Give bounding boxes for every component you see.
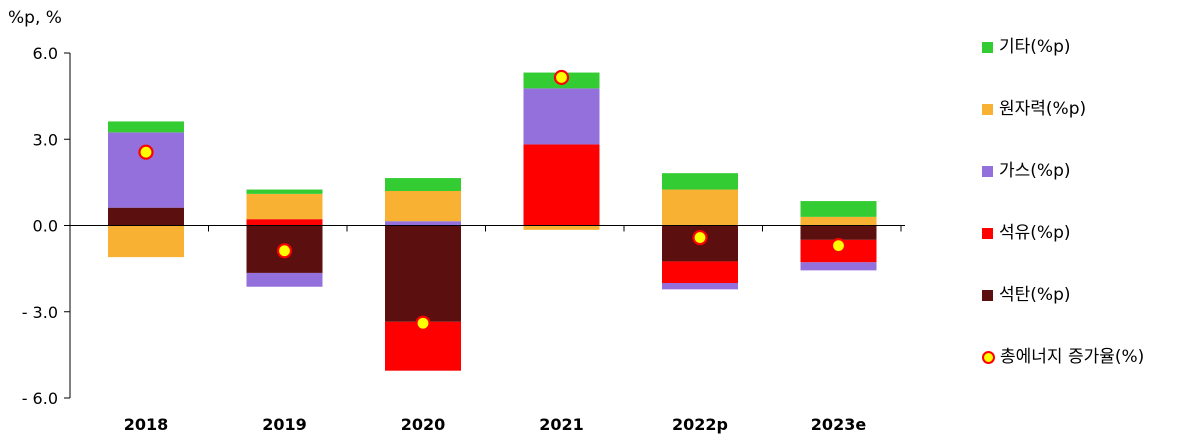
legend-item: 석유(%p) (982, 222, 1144, 284)
growth-rate-marker (692, 229, 708, 246)
bar-segment (662, 189, 738, 226)
bar-segment (108, 132, 184, 208)
bar-segment (662, 283, 738, 290)
legend-label: 석탄(%p) (999, 285, 1071, 305)
bar-segment (108, 225, 184, 258)
legend: 기타(%p) 원자력(%p) 가스(%p) 석유(%p) 석탄(%p) 총에너지 증가율(… (982, 36, 1144, 408)
x-tick-label: 2023e (811, 415, 867, 434)
bar-segment (662, 173, 738, 190)
bar-segment (108, 207, 184, 226)
y-tick-label: - 6.0 (22, 389, 58, 408)
growth-rate-marker (553, 69, 570, 86)
y-tick-label: - 3.0 (22, 303, 58, 322)
bar-segment (385, 178, 461, 191)
markers-layer (138, 69, 847, 331)
legend-label: 원자력(%p) (999, 99, 1087, 119)
x-tick-label: 2021 (539, 415, 584, 434)
bar-segment (246, 189, 323, 194)
y-tick-label: 0.0 (33, 217, 58, 236)
axis-layer: 6.0 3.0 0.0 - 3.0 - 6.0 2018 2019 2020 2021 2022p… (22, 44, 905, 434)
legend-item: 원자력(%p) (982, 98, 1144, 160)
bar-segment (385, 221, 461, 226)
x-tick-label: 2019 (262, 415, 307, 434)
bar-segment (800, 262, 877, 271)
bar-segment (108, 121, 184, 133)
y-tick-label: 6.0 (33, 44, 58, 63)
growth-rate-marker (138, 144, 154, 160)
legend-label: 가스(%p) (999, 161, 1071, 181)
x-tick-label: 2020 (401, 415, 446, 434)
legend-swatch (982, 228, 993, 239)
legend-item: 기타(%p) (982, 36, 1144, 98)
bar-segment (246, 272, 323, 287)
bar-segment (800, 216, 877, 226)
bar-segment (662, 261, 738, 283)
x-tick-label: 2018 (124, 415, 169, 434)
legend-swatch (982, 104, 993, 115)
bar-segment (800, 201, 877, 217)
legend-item: 석탄(%p) (982, 284, 1144, 346)
growth-rate-marker (415, 315, 431, 331)
bar-segment (385, 191, 461, 222)
legend-item: 총에너지 증가율(%) (982, 346, 1144, 408)
bar-segment (385, 225, 461, 322)
bar-segment (523, 88, 600, 145)
y-tick-label: 3.0 (33, 130, 58, 149)
legend-swatch (982, 290, 993, 301)
bar-segment (523, 225, 600, 230)
legend-item: 가스(%p) (982, 160, 1144, 222)
x-tick-label: 2022p (672, 415, 728, 434)
bar-segment (246, 193, 323, 220)
legend-label: 석유(%p) (999, 223, 1071, 243)
y-axis-unit-label: %p, % (8, 8, 62, 28)
legend-label: 기타(%p) (999, 37, 1071, 57)
legend-label: 총에너지 증가율(%) (1000, 347, 1145, 367)
bars-layer (108, 72, 877, 371)
bar-segment (523, 144, 600, 226)
bar-segment (800, 225, 877, 240)
legend-swatch (982, 42, 993, 53)
growth-rate-marker (276, 243, 293, 259)
legend-marker (982, 351, 995, 364)
bar-segment (246, 219, 323, 226)
legend-swatch (982, 166, 993, 177)
growth-rate-marker (830, 238, 847, 254)
